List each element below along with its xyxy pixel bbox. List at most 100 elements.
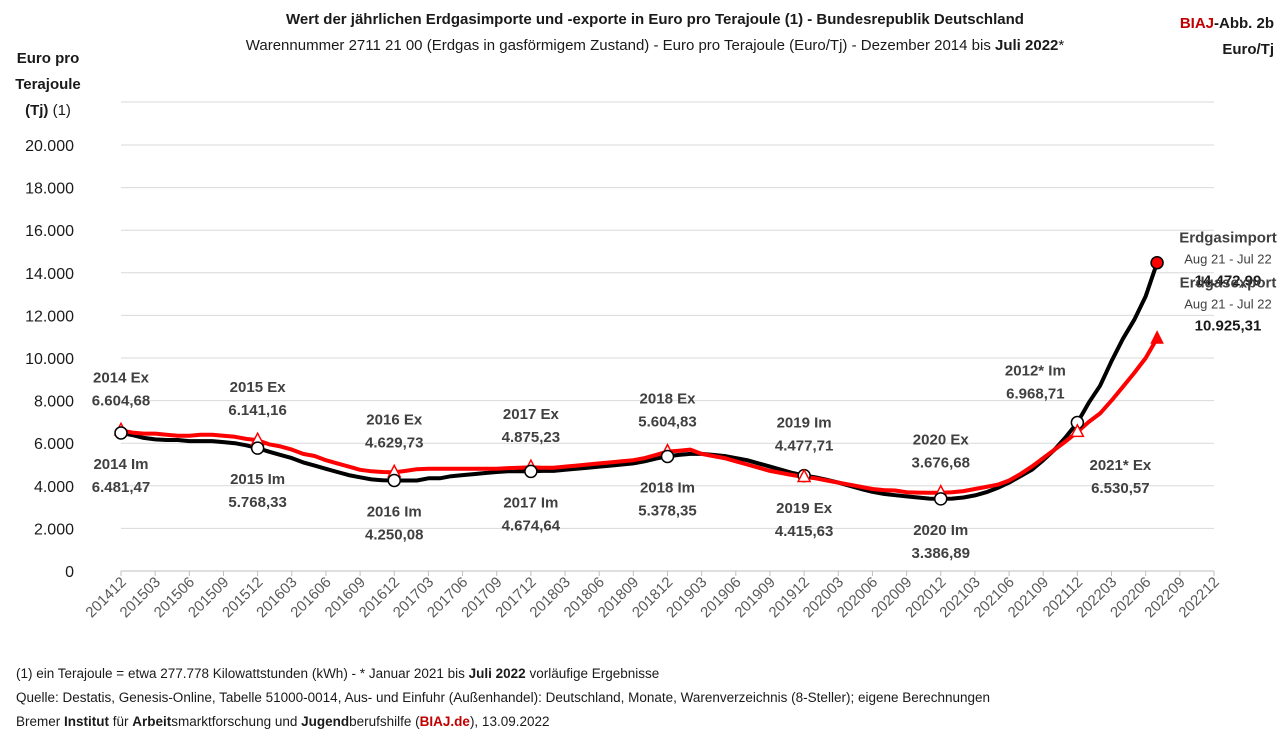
y-axis-title-line2: Terajoule <box>15 76 81 93</box>
annotation-value: 3.386,89 <box>912 545 970 562</box>
annotations: 2014 Ex 6.604,68 2014 Im 6.481,47 2015 Ex 6.1… <box>92 230 1277 562</box>
source-note: Quelle: Destatis, Genesis-Online, Tabell… <box>16 690 991 705</box>
annotation-value: 6.481,47 <box>92 479 150 496</box>
series-markers <box>113 255 1164 506</box>
annotation-value: 5.768,33 <box>228 494 286 511</box>
end-label-title: Erdgasexport <box>1180 274 1277 291</box>
y-axis-title-unit: (Tj) <box>25 102 49 119</box>
y-tick-label: 2.000 <box>34 521 74 538</box>
annotation-value: 4.477,71 <box>775 438 833 455</box>
publisher-b: Institut <box>64 714 110 729</box>
annotation-label: 2014 Im <box>93 456 148 473</box>
end-label-period: Aug 21 - Jul 22 <box>1184 252 1271 267</box>
annotation-label: 2019 Im <box>777 415 832 432</box>
publisher-note: Bremer Institut für Arbeitsmarktforschun… <box>16 710 990 734</box>
y-tick-label: 6.000 <box>34 436 74 453</box>
series-line-erdgasimport <box>119 260 1160 501</box>
export-end-marker <box>1150 330 1164 344</box>
footnote-1-text: (1) ein Terajoule = etwa 277.778 Kilowat… <box>16 666 469 681</box>
annotation-value: 6.604,68 <box>92 392 150 409</box>
end-label-title: Erdgasimport <box>1179 230 1277 247</box>
chart-subtitle: Warennummer 2711 21 00 (Erdgas in gasför… <box>0 37 1288 54</box>
annotation-label: 2020 Ex <box>913 432 970 449</box>
annotation-label: 2020 Im <box>913 522 968 539</box>
y-axis-title-line1: Euro pro <box>16 50 80 67</box>
import-marker <box>524 464 538 479</box>
series-lines <box>119 260 1160 501</box>
y-axis-title-footnote: (1) <box>48 102 71 119</box>
publisher-c: für <box>109 714 133 729</box>
import-marker <box>934 492 948 506</box>
annotation-value: 4.415,63 <box>775 523 833 540</box>
import-marker <box>114 426 128 440</box>
y-tick-label: 14.000 <box>25 266 74 283</box>
unit-label: Euro/Tj <box>1222 41 1274 58</box>
annotation-label: 2012* Im <box>1005 363 1066 380</box>
y-tick-label: 0 <box>65 564 74 581</box>
publisher-d: Arbeit <box>132 714 172 729</box>
figure-id: BIAJ-Abb. 2b <box>1180 11 1274 37</box>
subtitle-text: Warennummer 2711 21 00 (Erdgas in gasför… <box>245 37 995 54</box>
publisher-a: Bremer <box>16 714 65 729</box>
import-marker <box>660 449 675 464</box>
footnote-1: (1) ein Terajoule = etwa 277.778 Kilowat… <box>16 662 990 686</box>
end-label-value: 10.925,31 <box>1195 317 1262 334</box>
publisher-i: ), 13.09.2022 <box>469 714 550 729</box>
footnote-1-tail: vorläufige Ergebnisse <box>525 666 660 681</box>
annotation-value: 3.676,68 <box>912 455 970 472</box>
publisher-g: berufshilfe ( <box>349 714 420 729</box>
y-tick-label: 16.000 <box>25 223 74 240</box>
annotation-value: 4.674,64 <box>502 517 561 534</box>
annotation-value: 4.875,23 <box>502 429 560 446</box>
export-marker <box>796 468 812 483</box>
annotation-label: 2018 Ex <box>640 391 697 408</box>
y-axis-title-line3: (Tj) (1) <box>8 98 88 124</box>
figure-number: -Abb. 2b <box>1214 15 1274 32</box>
annotation-label: 2016 Ex <box>366 411 423 428</box>
brand-label: BIAJ-Abb. 2b Euro/Tj <box>1180 11 1274 63</box>
annotation-value: 4.250,08 <box>365 526 423 543</box>
chart-title: Wert der jährlichen Erdgasimporte und -e… <box>286 11 1024 28</box>
footnote-1-bold: Juli 2022 <box>468 666 526 681</box>
publisher-f: Jugend <box>301 714 350 729</box>
brand-biaj: BIAJ <box>1179 15 1214 32</box>
publisher-link[interactable]: BIAJ.de <box>419 714 470 729</box>
annotation-label: 2017 Ex <box>503 406 560 423</box>
end-label-period: Aug 21 - Jul 22 <box>1184 296 1271 311</box>
annotation-value: 5.378,35 <box>638 502 696 519</box>
footer-notes: (1) ein Terajoule = etwa 277.778 Kilowat… <box>16 662 990 734</box>
annotation-value: 4.629,73 <box>365 434 423 451</box>
annotation-label: 2016 Im <box>367 503 422 520</box>
y-axis-ticks: 0 2.000 4.000 6.000 8.000 10.000 12.000 14.000 1… <box>25 138 74 581</box>
import-marker <box>387 473 401 488</box>
subtitle-asterisk: * <box>1058 37 1065 54</box>
import-marker <box>250 441 265 455</box>
annotation-value: 6.530,57 <box>1091 480 1149 497</box>
annotation-label: 2021* Ex <box>1090 457 1152 474</box>
annotation-label: 2015 Ex <box>230 379 287 396</box>
annotation-value: 6.141,16 <box>228 402 286 419</box>
annotation-label: 2018 Im <box>640 479 695 496</box>
annotation-value: 5.604,83 <box>638 414 696 431</box>
y-tick-label: 20.000 <box>25 138 74 155</box>
end-label-value: 14.472,99 <box>1195 273 1262 290</box>
grid-lines <box>121 101 1214 572</box>
export-marker <box>1070 423 1085 438</box>
y-tick-label: 10.000 <box>25 351 74 368</box>
annotation-label: 2019 Ex <box>776 500 833 517</box>
y-tick-label: 8.000 <box>34 394 74 411</box>
annotation-label: 2015 Im <box>230 471 285 488</box>
annotation-label: 2014 Ex <box>93 369 150 386</box>
x-axis-ticks: 2014122015032015062015092015122016032016… <box>82 571 1223 621</box>
publisher-e: smarktforschung und <box>171 714 302 729</box>
series-line-erdgasexport <box>119 336 1160 495</box>
annotation-value: 6.968,71 <box>1006 386 1064 403</box>
y-tick-label: 4.000 <box>34 479 74 496</box>
annotation-label: 2017 Im <box>503 494 558 511</box>
y-tick-label: 18.000 <box>25 181 74 198</box>
y-axis-title: Euro pro Terajoule (Tj) (1) <box>8 46 88 124</box>
y-tick-label: 12.000 <box>25 308 74 325</box>
subtitle-bold-date: Juli 2022 <box>995 37 1059 54</box>
import-end-marker <box>1150 255 1164 270</box>
